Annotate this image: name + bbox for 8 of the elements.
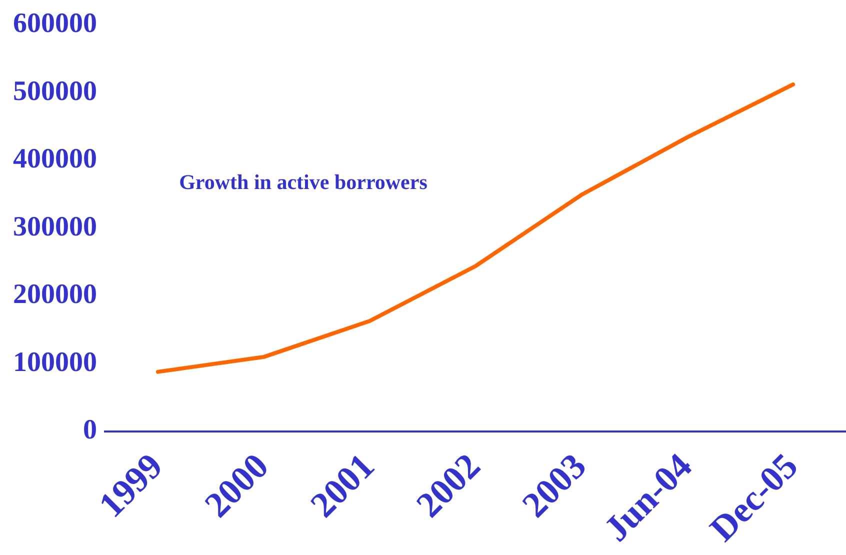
y-tick-label: 200000 xyxy=(13,279,97,310)
y-tick-label: 500000 xyxy=(13,76,97,107)
annotation: Growth in active borrowers xyxy=(179,170,428,194)
y-tick-label: 100000 xyxy=(13,346,97,378)
y-tick-label: 600000 xyxy=(13,8,97,40)
y-tick-label: 400000 xyxy=(13,144,97,175)
y-tick-label: 300000 xyxy=(13,211,97,242)
y-tick-label: 0 xyxy=(83,414,97,446)
